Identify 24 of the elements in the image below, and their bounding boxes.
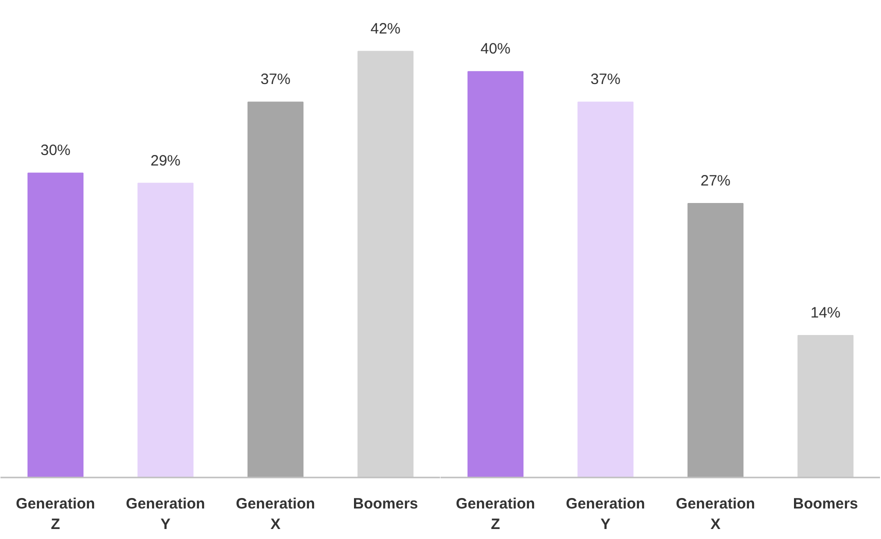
data-label: 30% xyxy=(40,142,71,160)
x-tick-label: Generation Z xyxy=(16,496,96,533)
x-tick-label: Generation Z xyxy=(456,496,536,533)
x-tick-label: Generation Y xyxy=(566,496,646,533)
data-label: 37% xyxy=(590,71,621,88)
bar xyxy=(138,182,194,478)
bar xyxy=(248,102,304,478)
bar xyxy=(798,334,854,478)
data-label: 29% xyxy=(150,152,181,170)
data-label: 37% xyxy=(260,71,291,88)
data-label: 27% xyxy=(700,172,731,190)
bar xyxy=(578,102,634,478)
data-label: 14% xyxy=(810,304,841,322)
bar xyxy=(688,203,744,478)
bar xyxy=(358,50,414,478)
bar xyxy=(468,71,524,478)
x-tick-label: Generation X xyxy=(676,496,756,533)
x-tick-label: Boomers xyxy=(792,496,858,512)
bar xyxy=(28,172,84,478)
x-tick-label: Generation X xyxy=(236,496,316,533)
x-tick-label: Generation Y xyxy=(126,496,206,533)
x-tick-label: Boomers xyxy=(352,496,418,512)
data-label: 40% xyxy=(480,40,511,58)
data-label: 42% xyxy=(370,20,401,38)
